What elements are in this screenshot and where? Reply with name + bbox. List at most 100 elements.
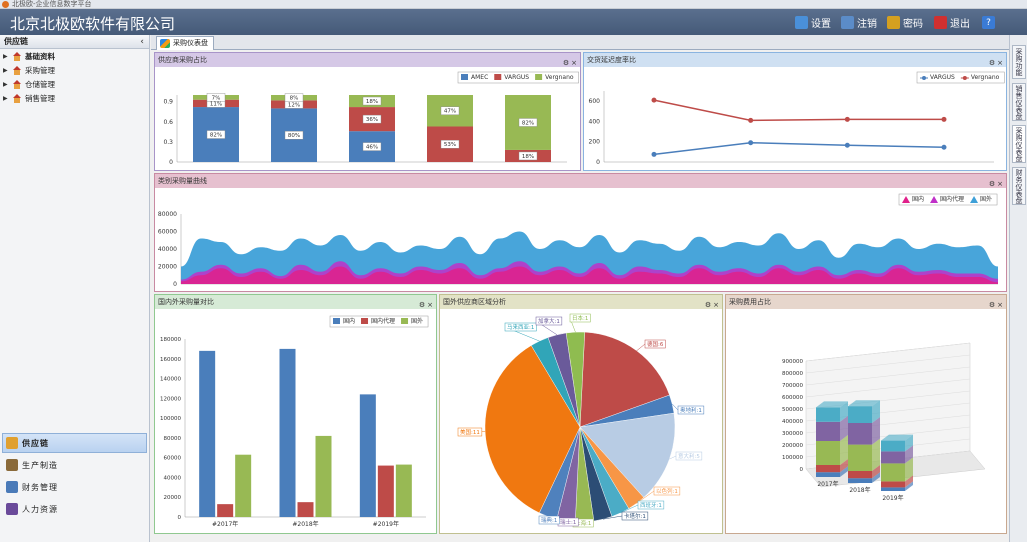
- pie-label: 日本:1: [572, 314, 588, 322]
- close-icon[interactable]: ×: [713, 301, 719, 309]
- module-icon: [6, 481, 18, 493]
- settings-icon[interactable]: ⚙: [418, 301, 426, 309]
- close-icon[interactable]: ×: [997, 59, 1003, 67]
- pie-label-box: [621, 511, 649, 521]
- module-nav-label: 财务管理: [22, 482, 58, 492]
- side-tab[interactable]: 采购功能: [1012, 45, 1026, 79]
- tree-item[interactable]: ▶ 基础资料: [0, 49, 149, 63]
- expand-arrow-icon[interactable]: ▶: [3, 94, 8, 102]
- wrench-icon: [795, 16, 808, 29]
- close-icon[interactable]: ×: [997, 301, 1003, 309]
- module-nav-item[interactable]: 人力资源: [0, 498, 149, 520]
- data-point: [651, 97, 657, 103]
- pie-label: 德国:6: [647, 340, 664, 348]
- legend: AMEC VARGUS Vergnano: [457, 71, 579, 84]
- y-tick-label: 0: [169, 159, 173, 166]
- bar-3d-front: [881, 440, 905, 452]
- collapse-icon[interactable]: ‹: [140, 37, 144, 47]
- pie-label: 西班牙:1: [640, 501, 662, 509]
- window-title: 北极欧-企业信息数字平台: [12, 0, 92, 8]
- pie-label-box: [538, 515, 560, 525]
- close-icon[interactable]: ×: [571, 59, 577, 67]
- module-nav-item[interactable]: 供应链: [2, 433, 147, 453]
- side-tab[interactable]: 采购仪表盘: [1012, 125, 1026, 163]
- settings-icon[interactable]: ⚙: [988, 59, 996, 67]
- y-tick-label: 200: [589, 139, 601, 146]
- expand-arrow-icon[interactable]: ▶: [3, 66, 8, 74]
- bar-3d-front: [848, 406, 872, 423]
- chart-svg: 0 20000 40000 60000 80000 100000 120000 140000 1…: [160, 315, 429, 528]
- legend: VARGUS Vergnano: [916, 71, 1005, 84]
- legend-marker: [461, 74, 468, 80]
- panel-header: 供应商采购占比 ⚙ ×: [155, 53, 580, 67]
- data-point: [941, 116, 947, 122]
- legend-marker: [333, 318, 340, 324]
- legend-marker: [494, 74, 502, 80]
- y-tick-label: 40000: [164, 475, 182, 481]
- panel-foreign-region: 国外供应商区域分析 ⚙ × 德国:6 奥地利:1 意大利:5 以色列:1 西班牙:1 卡塔尔:1…: [439, 294, 723, 534]
- side-tab[interactable]: 财务仪表盘: [1012, 167, 1026, 205]
- panel-title: 交货延迟度率比: [587, 56, 636, 64]
- y-tick-label: 0: [800, 467, 804, 473]
- dashboard-icon: [160, 39, 170, 48]
- module-icon: [6, 437, 18, 449]
- window-titlebar: 北极欧-企业信息数字平台: [0, 0, 1027, 9]
- settings-icon[interactable]: ⚙: [988, 301, 996, 309]
- panel-title: 采购费用占比: [729, 298, 771, 306]
- pie-leader-line: [669, 455, 677, 460]
- y-tick-label: 40000: [158, 246, 177, 253]
- folder-home-icon: [12, 79, 22, 89]
- legend-label: 国外: [411, 317, 423, 325]
- close-icon[interactable]: ×: [427, 301, 433, 309]
- bar: [315, 435, 332, 517]
- close-icon[interactable]: ×: [997, 180, 1003, 188]
- header-button-logout[interactable]: 注销: [841, 15, 877, 30]
- module-nav-item[interactable]: 财务管理: [0, 476, 149, 498]
- header-button-help[interactable]: ?: [982, 15, 995, 30]
- header-button-power[interactable]: 退出: [934, 15, 970, 30]
- panel-cost-share: 采购费用占比 ⚙ × 0 100000 200000 300000 400000 500000 6…: [725, 294, 1007, 534]
- bar-3d-top: [848, 400, 880, 407]
- pie-label: 美国:11: [460, 428, 480, 436]
- bar-3d-side: [840, 459, 848, 473]
- header-button-key[interactable]: 密码: [887, 15, 923, 30]
- settings-icon[interactable]: ⚙: [988, 180, 996, 188]
- left-panel-title: 供应链: [4, 37, 28, 46]
- panel-title: 国内外采购量对比: [158, 298, 214, 306]
- legend-label: 国内: [912, 195, 924, 203]
- folder-home-icon: [12, 51, 22, 61]
- y-tick-label: 700000: [782, 383, 803, 389]
- y-tick-label: 180000: [160, 337, 181, 343]
- legend: 国内 国内代理 国外: [329, 315, 429, 328]
- expand-arrow-icon[interactable]: ▶: [3, 80, 8, 88]
- panel-header: 采购费用占比 ⚙ ×: [726, 295, 1006, 309]
- panel-title: 类别采购量曲线: [158, 177, 207, 185]
- expand-arrow-icon[interactable]: ▶: [3, 52, 8, 60]
- settings-icon[interactable]: ⚙: [704, 301, 712, 309]
- legend-marker: [930, 196, 939, 203]
- x-tick-label: #2019年: [373, 520, 399, 528]
- tree-item[interactable]: ▶ 采购管理: [0, 63, 149, 77]
- panel-header: 交货延迟度率比 ⚙ ×: [584, 53, 1006, 67]
- side-tab[interactable]: 销售仪表盘: [1012, 83, 1026, 121]
- module-nav-label: 人力资源: [22, 504, 58, 514]
- left-panel-header: 供应链 ‹: [0, 35, 149, 49]
- settings-icon[interactable]: ⚙: [562, 59, 570, 67]
- bar-3d-side: [840, 401, 848, 422]
- panel-title: 国外供应商区域分析: [443, 298, 506, 306]
- pie-leader-line: [602, 515, 623, 520]
- module-nav-item[interactable]: 生产制造: [0, 454, 149, 476]
- x-tick-label: 2017年: [817, 480, 838, 488]
- header-button-wrench[interactable]: 设置: [795, 15, 831, 30]
- folder-home-icon: [12, 93, 22, 103]
- bar-3d-top: [881, 434, 913, 441]
- tab-purchase-dashboard[interactable]: 采购仪表盘: [156, 36, 214, 50]
- legend-marker: [922, 76, 926, 80]
- bar-3d-side: [872, 438, 880, 471]
- logout-icon: [841, 16, 854, 29]
- pie-label-box: [677, 405, 705, 415]
- data-label-box: [518, 118, 538, 127]
- tree-item[interactable]: ▶ 仓储管理: [0, 77, 149, 91]
- bar-3d-front: [816, 407, 840, 422]
- tree-item[interactable]: ▶ 销售管理: [0, 91, 149, 105]
